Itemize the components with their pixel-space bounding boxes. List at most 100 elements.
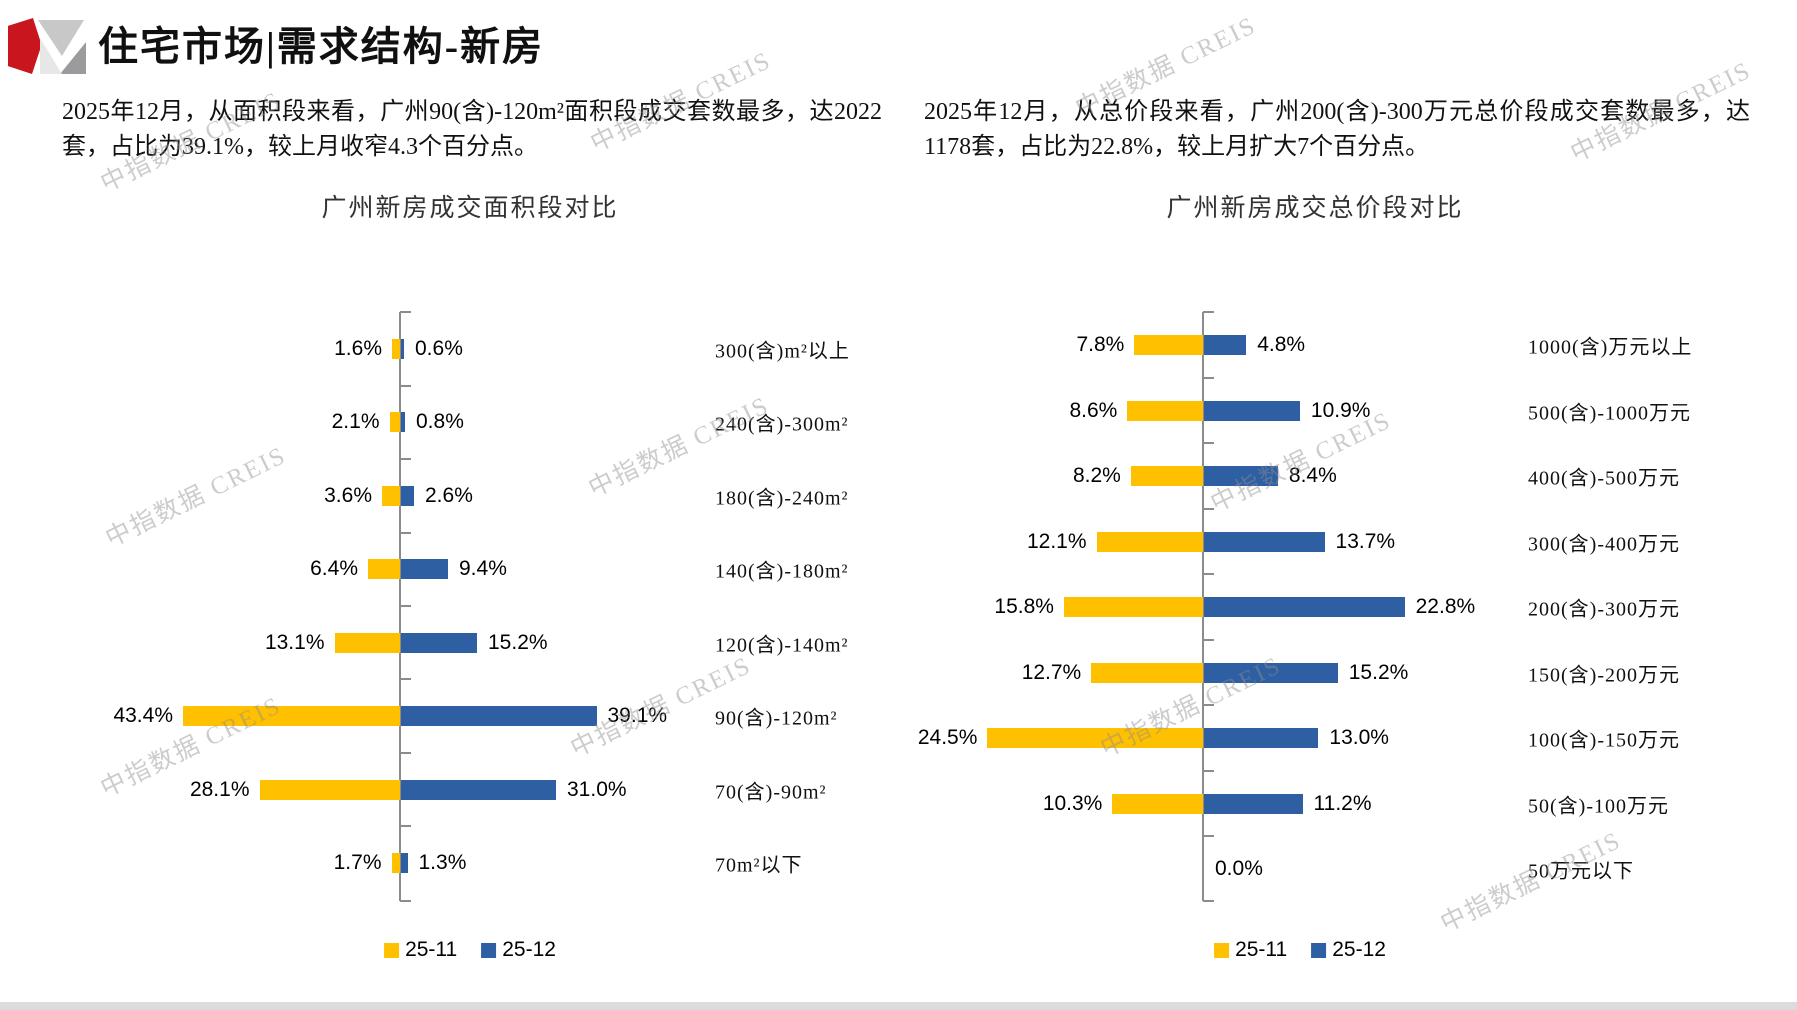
chart-title-area-segments: 广州新房成交面积段对比: [321, 195, 619, 222]
summary-right: 2025年12月，从总价段来看，广州200(含)-300万元总价段成交套数最多，…: [924, 99, 1750, 160]
axis-tick: [1203, 835, 1214, 838]
creis-logo-icon: [8, 16, 86, 76]
bar-series-25-12: [1204, 400, 1300, 421]
bar-series-25-11: [389, 412, 400, 433]
bar-series-25-11: [1134, 335, 1203, 355]
bar-series-25-12: [401, 412, 405, 433]
bar-series-25-11: [1063, 597, 1203, 617]
legend-swatch-icon: [1311, 942, 1327, 958]
value-label: 43.4%: [113, 704, 173, 728]
legend-label: 25-11: [1235, 938, 1288, 961]
value-label: 1.6%: [334, 337, 382, 360]
legend-item: 25-11: [384, 938, 457, 962]
bar-series-25-12: [401, 339, 404, 359]
value-label: 3.6%: [324, 483, 372, 507]
value-label: 8.4%: [1288, 464, 1337, 487]
legend-item: 25-11: [1214, 938, 1287, 962]
value-label: 15.8%: [994, 595, 1054, 618]
axis-tick: [400, 311, 411, 313]
value-label: 15.2%: [1348, 660, 1409, 684]
category-label: 100(含)-150万元: [1528, 729, 1680, 752]
bar-series-25-12: [401, 559, 448, 580]
axis-tick: [1203, 507, 1214, 510]
value-label: 12.7%: [1021, 660, 1082, 684]
value-label: 13.1%: [264, 630, 325, 654]
axis-tick: [1203, 638, 1214, 641]
value-label: 10.9%: [1310, 398, 1371, 422]
value-label: 0.0%: [1215, 857, 1263, 880]
legend-item: 25-12: [481, 938, 556, 962]
bar-series-25-12: [1204, 793, 1303, 814]
bar-series-25-11: [368, 559, 400, 580]
category-label: 50万元以下: [1528, 860, 1634, 883]
bar-series-25-11: [1112, 793, 1203, 814]
bar-series-25-12: [401, 853, 408, 873]
axis-tick: [400, 825, 411, 828]
bar-series-25-12: [1204, 335, 1247, 355]
category-label: 300(含)-400万元: [1528, 533, 1680, 555]
legend: 25-11 25-12: [384, 938, 556, 962]
axis-tick: [400, 605, 411, 607]
category-label: 180(含)-240m²: [715, 487, 849, 510]
value-label: 8.6%: [1069, 398, 1118, 422]
axis-tick: [1203, 704, 1214, 707]
bar-series-25-12: [401, 485, 414, 506]
axis-tick: [1203, 376, 1214, 379]
bar-series-25-12: [1204, 531, 1325, 552]
bar-series-25-11: [1091, 662, 1203, 683]
axis-tick: [1203, 900, 1214, 902]
axis-tick: [400, 678, 411, 681]
bar-series-25-12: [1204, 662, 1338, 683]
axis-tick: [1203, 573, 1214, 576]
bar-series-25-11: [183, 706, 400, 727]
value-label: 1.3%: [418, 851, 467, 874]
category-label: 140(含)-180m²: [715, 560, 849, 583]
legend-label: 25-12: [1332, 938, 1386, 961]
bar-series-25-11: [391, 853, 400, 873]
axis-tick: [400, 458, 411, 461]
footer-strip: [0, 1002, 1797, 1010]
category-label: 240(含)-300m²: [715, 413, 849, 436]
axis-tick: [1203, 311, 1214, 313]
value-label: 24.5%: [917, 726, 978, 749]
value-label: 4.8%: [1257, 333, 1306, 356]
value-label: 2.1%: [331, 410, 380, 434]
category-label: 400(含)-500万元: [1528, 467, 1680, 490]
bar-series-25-12: [401, 706, 597, 727]
axis-tick: [400, 384, 411, 387]
legend: 25-11 25-12: [1214, 938, 1386, 962]
category-label: 90(含)-120m²: [715, 707, 838, 730]
value-label: 13.7%: [1335, 529, 1396, 553]
bar-series-25-11: [987, 728, 1203, 748]
bar-series-25-11: [382, 485, 400, 506]
axis-line: [1202, 312, 1204, 901]
value-label: 9.4%: [459, 557, 507, 581]
value-label: 0.6%: [415, 337, 463, 360]
axis-tick: [1203, 769, 1214, 772]
category-label: 70m²以下: [715, 854, 803, 877]
axis-tick: [400, 531, 411, 534]
bar-series-25-11: [1096, 531, 1203, 552]
category-label: 1000(含)万元以上: [1528, 336, 1693, 359]
category-label: 50(含)-100万元: [1528, 795, 1669, 817]
bar-series-25-12: [401, 779, 556, 800]
bar-series-25-11: [1127, 400, 1203, 421]
value-label: 7.8%: [1076, 333, 1125, 356]
chart-title-price-segments: 广州新房成交总价段对比: [1166, 195, 1464, 222]
legend-label: 25-12: [502, 938, 556, 961]
value-label: 6.4%: [310, 557, 358, 581]
category-label: 300(含)m²以上: [715, 340, 850, 363]
value-label: 8.2%: [1072, 464, 1121, 487]
value-label: 31.0%: [567, 777, 627, 801]
bar-series-25-12: [401, 632, 477, 653]
bar-series-25-11: [1130, 466, 1203, 486]
axis-tick: [1203, 442, 1214, 445]
value-label: 0.8%: [416, 410, 464, 434]
category-label: 150(含)-200万元: [1528, 664, 1680, 686]
legend-label: 25-11: [405, 938, 458, 961]
value-label: 10.3%: [1042, 791, 1103, 815]
bar-series-25-11: [334, 632, 400, 653]
bar-series-25-12: [1204, 728, 1319, 748]
watermark-text: 中指数据 CREIS: [101, 441, 291, 553]
